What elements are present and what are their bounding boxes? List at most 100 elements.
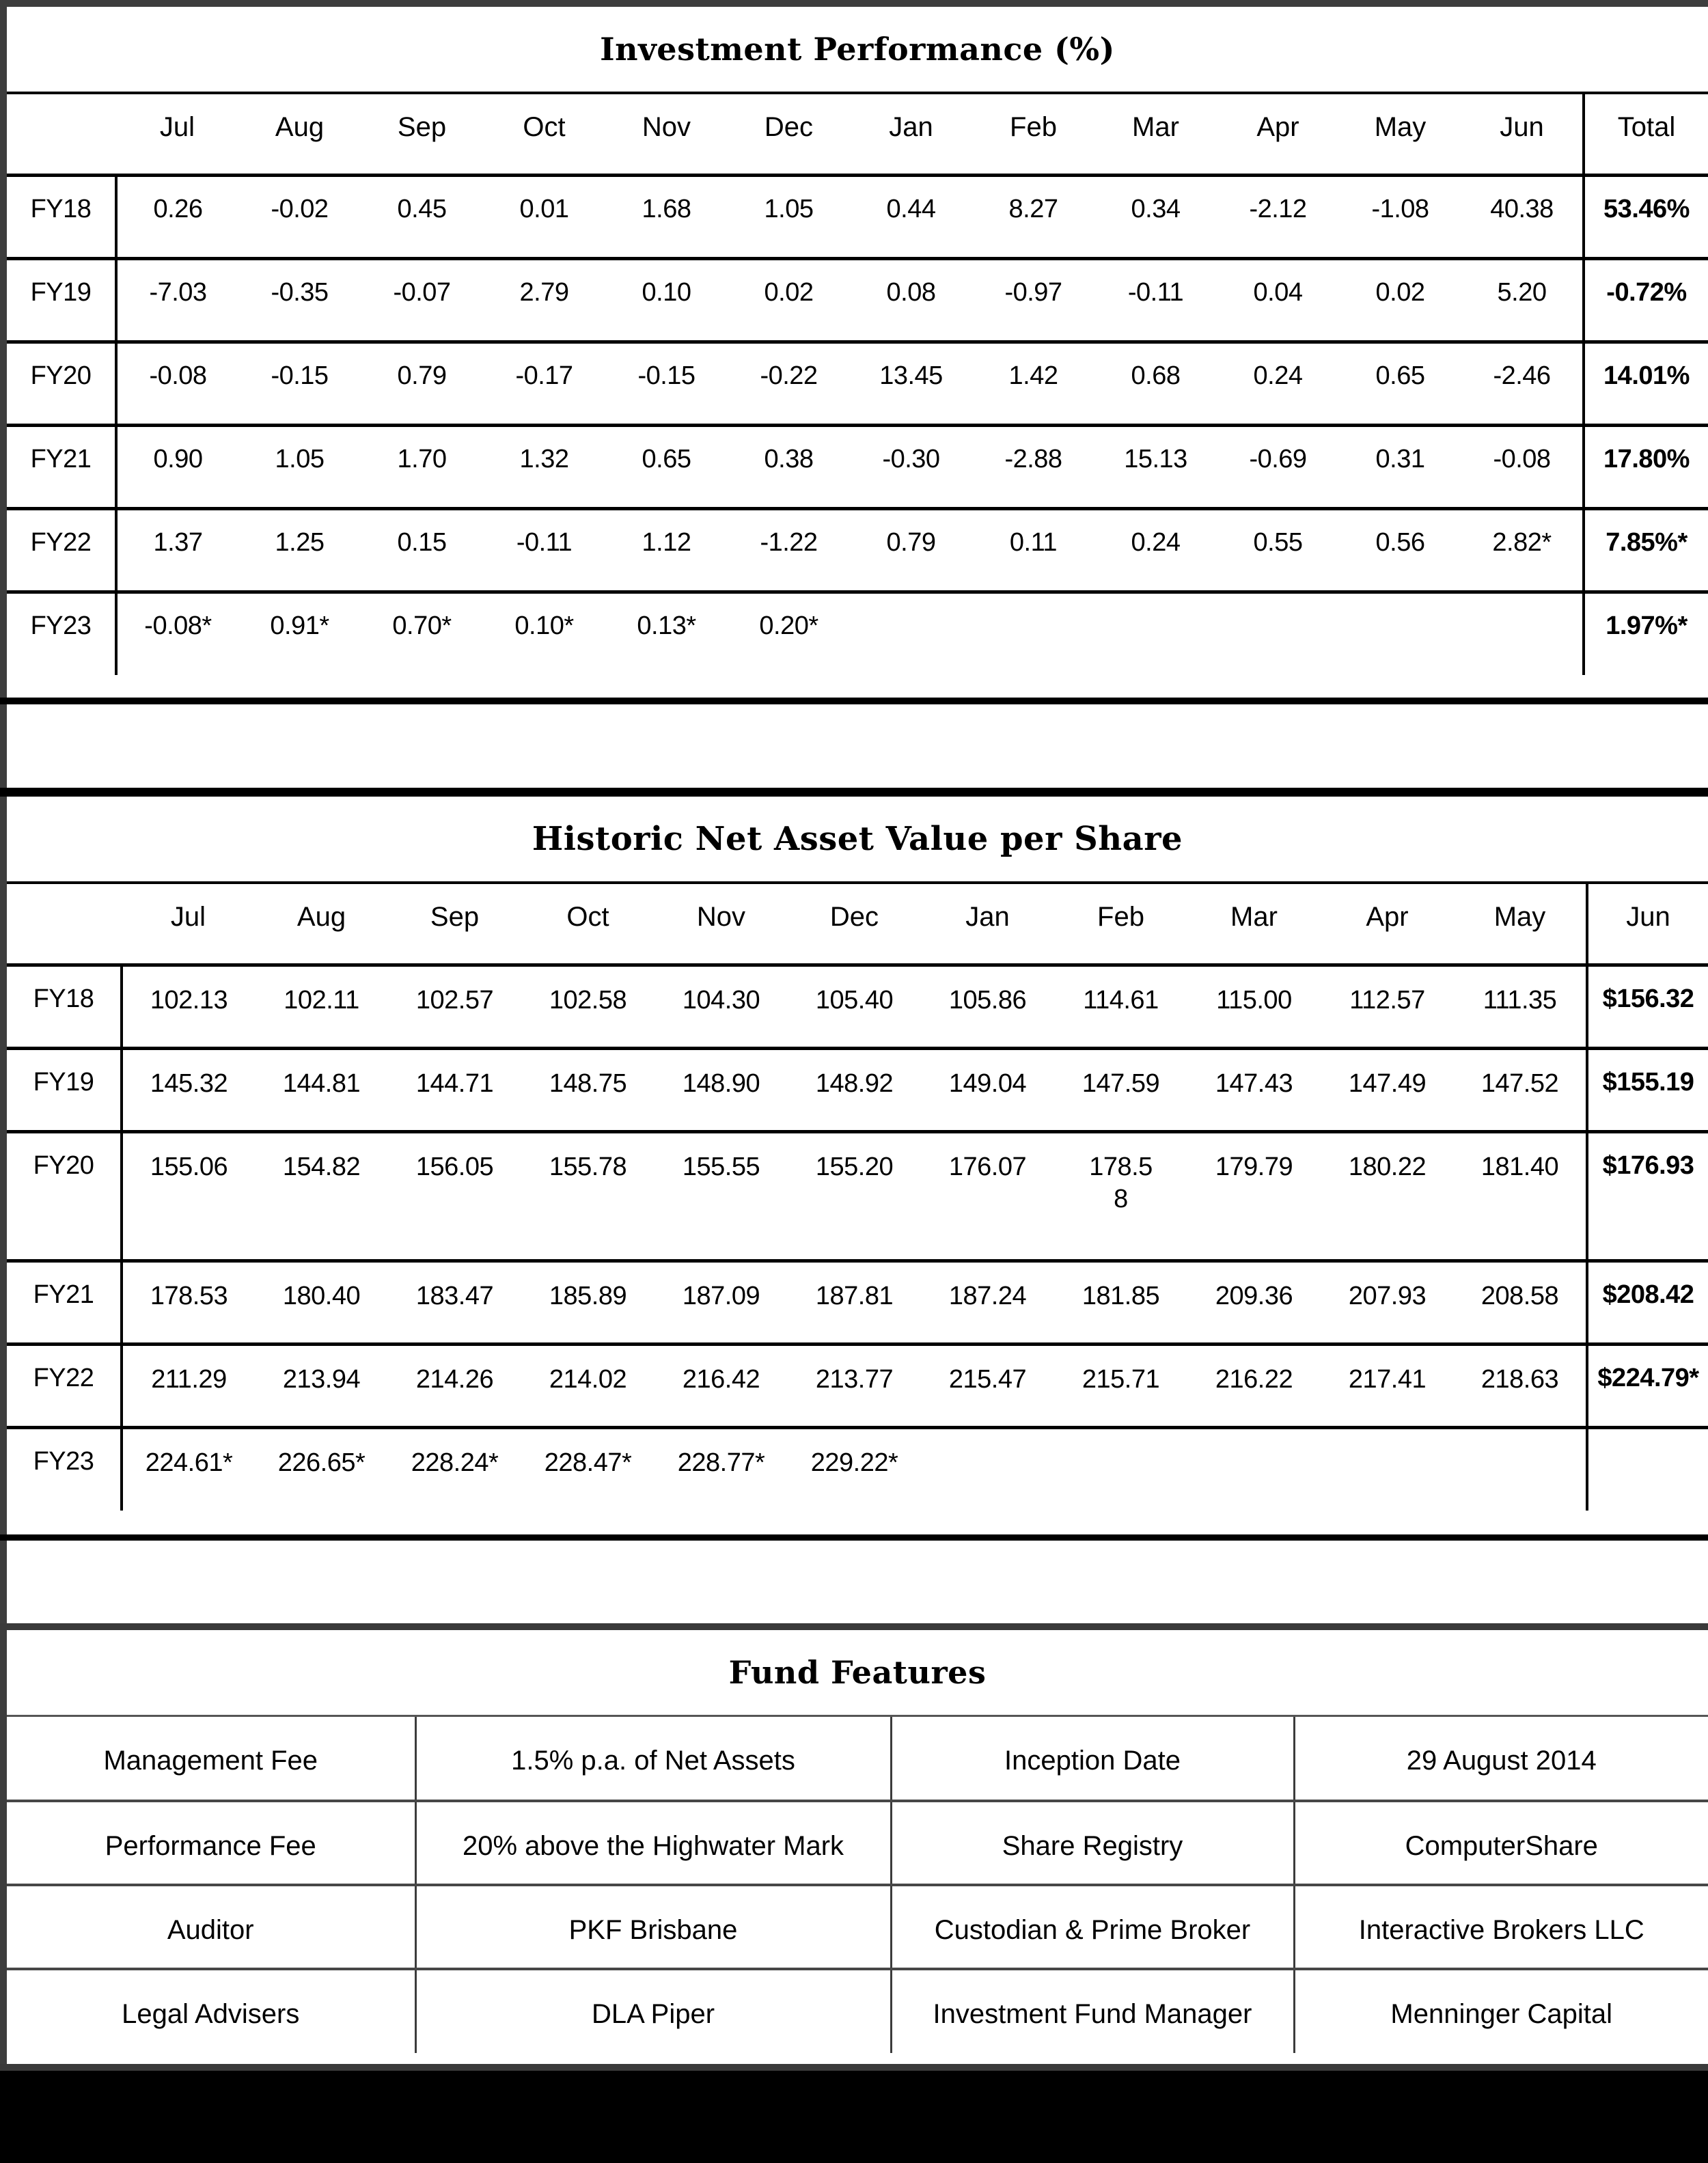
total-cell: $176.93 bbox=[1586, 1131, 1708, 1263]
value-cell: 102.13 bbox=[122, 965, 255, 1050]
value-cell: 156.05 bbox=[388, 1131, 521, 1263]
investment-performance-table: Jul Aug Sep Oct Nov Dec Jan Feb Mar Apr May Jun Tota… bbox=[7, 94, 1708, 675]
value-cell: 155.20 bbox=[788, 1131, 921, 1263]
value-cell: 0.65 bbox=[1339, 342, 1461, 427]
value-cell: 148.90 bbox=[655, 1048, 788, 1133]
value-cell bbox=[921, 1427, 1054, 1511]
value-cell bbox=[1339, 592, 1461, 675]
value-cell: 0.31 bbox=[1339, 425, 1461, 510]
value-cell: -1.22 bbox=[728, 508, 850, 594]
value-cell: 148.92 bbox=[788, 1048, 921, 1133]
value-cell: 1.68 bbox=[605, 175, 728, 260]
feature-label: Management Fee bbox=[7, 1717, 417, 1802]
value-cell bbox=[850, 592, 972, 675]
value-cell: 1.12 bbox=[605, 508, 728, 594]
value-cell: -0.08 bbox=[1461, 425, 1584, 510]
total-cell: $224.79* bbox=[1586, 1344, 1708, 1429]
feature-value: Menninger Capital bbox=[1390, 1999, 1613, 2029]
value-cell: 213.94 bbox=[255, 1344, 388, 1429]
feature-label: Auditor bbox=[7, 1885, 417, 1970]
header-row: Jul Aug Sep Oct Nov Dec Jan Feb Mar Apr May Jun bbox=[7, 884, 1708, 967]
table-row: FY23 -0.08* 0.91* 0.70* 0.10* 0.13* 0.20* 1.97%… bbox=[7, 592, 1708, 675]
nav-per-share-table: Jul Aug Sep Oct Nov Dec Jan Feb Mar Apr May Jun FY1… bbox=[7, 884, 1708, 1511]
value-cell bbox=[1094, 592, 1217, 675]
value-cell: 0.11 bbox=[972, 508, 1094, 594]
table-row: FY21 0.90 1.05 1.70 1.32 0.65 0.38 -0.30 -2.88 15… bbox=[7, 425, 1708, 510]
value-cell: 114.61 bbox=[1054, 965, 1187, 1050]
value-cell: 0.02 bbox=[1339, 258, 1461, 344]
value-cell: 144.81 bbox=[255, 1048, 388, 1133]
value-cell: 208.58 bbox=[1454, 1260, 1587, 1346]
value-cell: -1.08 bbox=[1339, 175, 1461, 260]
value-cell: -0.17 bbox=[483, 342, 605, 427]
value-cell: 155.06 bbox=[122, 1131, 255, 1263]
table-row: FY18 102.13 102.11 102.57 102.58 104.30 105.40… bbox=[7, 965, 1708, 1050]
value-cell: 0.13* bbox=[637, 611, 696, 640]
value-cell: -2.12 bbox=[1217, 175, 1339, 260]
value-cell: 176.07 bbox=[921, 1131, 1054, 1263]
value-cell: -0.22 bbox=[728, 342, 850, 427]
header-row: Jul Aug Sep Oct Nov Dec Jan Feb Mar Apr May Jun Tota… bbox=[7, 94, 1708, 177]
value-cell: 147.52 bbox=[1454, 1048, 1587, 1133]
value-cell: 0.15 bbox=[361, 508, 483, 594]
value-cell: 1.42 bbox=[972, 342, 1094, 427]
value-cell: 1.25 bbox=[238, 508, 361, 594]
value-cell: 183.47 bbox=[388, 1260, 521, 1346]
value-cell: -2.46 bbox=[1461, 342, 1584, 427]
value-cell: 215.47 bbox=[921, 1344, 1054, 1429]
value-cell: 147.43 bbox=[1187, 1048, 1321, 1133]
value-cell: 105.40 bbox=[788, 965, 921, 1050]
value-cell: 0.20* bbox=[759, 611, 818, 640]
value-cell: 0.68 bbox=[1094, 342, 1217, 427]
value-cell: 8.27 bbox=[972, 175, 1094, 260]
value-cell: 104.30 bbox=[655, 965, 788, 1050]
value-cell: 0.02 bbox=[728, 258, 850, 344]
feature-value: 29 August 2014 bbox=[1294, 1717, 1708, 1802]
feature-value: ComputerShare bbox=[1294, 1801, 1708, 1886]
table-row: FY20 155.06 154.82 156.05 155.78 155.55 155.20… bbox=[7, 1131, 1708, 1263]
value-cell: 0.55 bbox=[1217, 508, 1339, 594]
feature-value: PKF Brisbane bbox=[415, 1885, 892, 1970]
investment-performance-section: Investment Performance (%) Jul Aug Sep Oct N… bbox=[7, 7, 1708, 675]
value-cell: 214.02 bbox=[521, 1344, 655, 1429]
performance-table-bottom-border bbox=[0, 698, 1708, 704]
value-cell: 0.70* bbox=[392, 611, 452, 640]
value-cell: 0.45 bbox=[361, 175, 483, 260]
value-cell: -2.88 bbox=[972, 425, 1094, 510]
value-cell: 13.45 bbox=[850, 342, 972, 427]
value-cell: 102.11 bbox=[255, 965, 388, 1050]
page-left-frame bbox=[0, 0, 7, 2071]
value-cell: 0.44 bbox=[850, 175, 972, 260]
value-cell: 207.93 bbox=[1321, 1260, 1454, 1346]
value-cell: 1.05 bbox=[728, 175, 850, 260]
month-header: May bbox=[1339, 94, 1461, 177]
value-cell: 105.86 bbox=[921, 965, 1054, 1050]
value-cell: 155.55 bbox=[655, 1131, 788, 1263]
table-row: FY23 224.61* 226.65* 228.24* 228.47* 228.77* 2… bbox=[7, 1427, 1708, 1511]
month-header: Sep bbox=[361, 94, 483, 177]
row-label: FY20 bbox=[7, 342, 118, 427]
value-cell: -0.08* bbox=[144, 611, 212, 640]
row-label: FY18 bbox=[7, 175, 118, 260]
value-cell: 214.26 bbox=[388, 1344, 521, 1429]
total-cell: $156.32 bbox=[1586, 965, 1708, 1050]
value-cell bbox=[1217, 592, 1339, 675]
value-cell: 209.36 bbox=[1187, 1260, 1321, 1346]
value-cell: 187.24 bbox=[921, 1260, 1054, 1346]
value-cell: 40.38 bbox=[1461, 175, 1584, 260]
total-cell: 7.85%* bbox=[1582, 508, 1708, 594]
value-cell: 102.57 bbox=[388, 965, 521, 1050]
footer-black-bar bbox=[0, 2071, 1708, 2163]
value-cell: 155.78 bbox=[521, 1131, 655, 1263]
value-cell: 145.32 bbox=[122, 1048, 255, 1133]
month-header: Mar bbox=[1094, 94, 1217, 177]
page-top-frame bbox=[0, 0, 1708, 7]
total-cell: $208.42 bbox=[1586, 1260, 1708, 1346]
row-label: FY19 bbox=[7, 258, 118, 344]
value-cell: 154.82 bbox=[255, 1131, 388, 1263]
value-cell bbox=[1321, 1427, 1454, 1511]
value-cell bbox=[1054, 1427, 1187, 1511]
table-row: FY22 211.29 213.94 214.26 214.02 216.42 213.77… bbox=[7, 1344, 1708, 1429]
value-cell: -0.30 bbox=[850, 425, 972, 510]
total-cell: -0.72% bbox=[1582, 258, 1708, 344]
